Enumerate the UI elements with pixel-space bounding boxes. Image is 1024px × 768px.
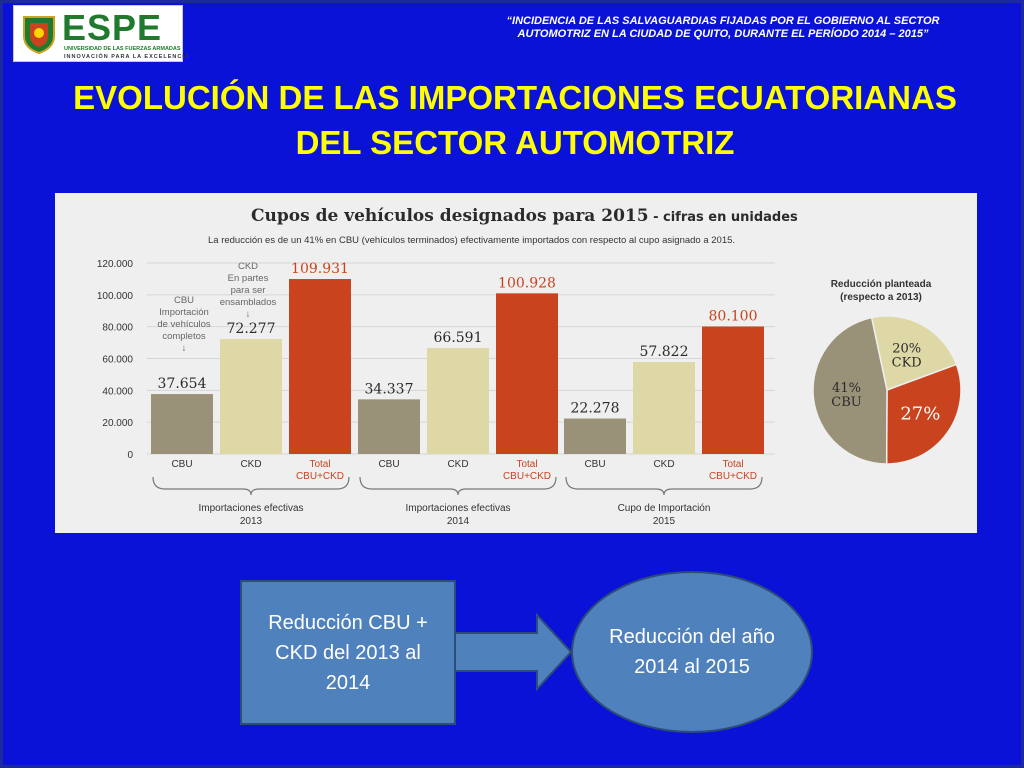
bar-ckd	[427, 348, 489, 454]
group-label-year: 2014	[447, 516, 470, 527]
cbu-annotation: de vehículos	[157, 319, 211, 330]
cbu-annotation: ↓	[182, 343, 187, 354]
pie-slice-category: CBU	[831, 395, 862, 410]
chart-title: Cupos de vehículos designados para 2015 …	[251, 206, 798, 226]
reduction-2014-2015-oval: Reducción del año 2014 al 2015	[571, 571, 813, 733]
x-category-label-line2: CBU+CKD	[296, 471, 344, 482]
group-label: Importaciones efectivas	[198, 503, 303, 514]
bar-total	[496, 293, 558, 454]
bar-cbu	[564, 418, 626, 454]
group-bracket	[565, 476, 763, 496]
reduction-2013-2014-box: Reducción CBU + CKD del 2013 al 2014	[240, 580, 456, 725]
bar-value-label: 80.100	[709, 309, 758, 325]
x-category-label-line2: CBU+CKD	[709, 471, 757, 482]
logo-tagline: INNOVACIÓN PARA LA EXCELENCIA	[64, 54, 190, 60]
ckd-annotation: para ser	[231, 285, 266, 296]
pie-slice-category: CKD	[892, 355, 922, 370]
x-category-label-line2: CBU+CKD	[503, 471, 551, 482]
cbu-annotation: Importación	[159, 307, 209, 318]
bar-total	[702, 326, 764, 454]
group-label: Importaciones efectivas	[405, 503, 510, 514]
bar-cbu	[358, 399, 420, 454]
bar-value-label: 72.277	[227, 321, 276, 337]
university-shield-icon	[23, 16, 55, 54]
bar-value-label: 22.278	[571, 401, 620, 417]
bar-value-label: 34.337	[365, 381, 414, 397]
group-label: Cupo de Importación	[618, 503, 711, 514]
bar-total	[289, 279, 351, 454]
bar-ckd	[220, 338, 282, 454]
right-arrow-icon	[455, 613, 573, 691]
x-category-label: CKD	[447, 459, 468, 470]
group-bracket	[152, 476, 350, 496]
y-tick-label: 40.000	[102, 386, 133, 397]
bar-value-label: 66.591	[434, 330, 483, 346]
y-tick-label: 60.000	[102, 355, 133, 366]
pie-subtitle: (respecto a 2013)	[840, 292, 922, 303]
pie-slice-label: 41%	[832, 381, 861, 396]
bar-value-label: 37.654	[158, 376, 207, 392]
cbu-annotation: CBU	[174, 295, 194, 306]
ckd-annotation: CKD	[238, 261, 258, 272]
bar-ckd	[633, 361, 695, 454]
x-category-label: Total	[516, 459, 537, 470]
slide-title-line2: DEL SECTOR AUTOMOTRIZ	[295, 124, 735, 161]
group-bracket	[359, 476, 557, 496]
bar-value-label: 109.931	[291, 261, 349, 277]
logo-subtitle: UNIVERSIDAD DE LAS FUERZAS ARMADAS	[64, 46, 181, 52]
x-category-label: Total	[309, 459, 330, 470]
thesis-title-line1: “INCIDENCIA DE LAS SALVAGUARDIAS FIJADAS…	[506, 15, 940, 27]
y-tick-label: 0	[127, 450, 133, 461]
x-category-label: CBU	[584, 459, 605, 470]
thesis-title: “INCIDENCIA DE LAS SALVAGUARDIAS FIJADAS…	[423, 15, 1023, 41]
ckd-annotation: ↓	[246, 309, 251, 320]
x-category-label: CBU	[171, 459, 192, 470]
ckd-annotation: ensamblados	[220, 297, 277, 308]
y-tick-label: 120.000	[97, 259, 134, 270]
group-label-year: 2013	[240, 516, 263, 527]
bar-value-label: 100.928	[498, 275, 556, 291]
pie-slice	[885, 363, 962, 465]
pie-slice	[812, 316, 888, 465]
cbu-annotation: completos	[162, 331, 206, 342]
chart-panel: Cupos de vehículos designados para 2015 …	[55, 193, 977, 533]
bar-value-label: 57.822	[640, 344, 689, 360]
chart-subtitle: La reducción es de un 41% en CBU (vehícu…	[208, 235, 735, 246]
slide-title-line1: EVOLUCIÓN DE LAS IMPORTACIONES ECUATORIA…	[73, 79, 957, 116]
x-category-label: CBU	[378, 459, 399, 470]
thesis-title-line2: AUTOMOTRIZ EN LA CIUDAD DE QUITO, DURANT…	[517, 28, 929, 40]
pie-slice-label: 20%	[892, 341, 921, 356]
ckd-annotation: En partes	[228, 273, 269, 284]
x-category-label: Total	[722, 459, 743, 470]
logo-wordmark: ESPE	[62, 7, 163, 48]
y-tick-label: 100.000	[97, 291, 134, 302]
group-label-year: 2015	[653, 516, 676, 527]
espe-logo: ESPE UNIVERSIDAD DE LAS FUERZAS ARMADAS …	[13, 5, 190, 62]
x-category-label: CKD	[240, 459, 261, 470]
chart-figure: Cupos de vehículos designados para 2015 …	[97, 206, 962, 527]
pie-slice-label: 27%	[900, 403, 940, 424]
pie-title: Reducción planteada	[831, 279, 932, 290]
y-tick-label: 80.000	[102, 323, 133, 334]
x-category-label: CKD	[653, 459, 674, 470]
y-tick-label: 20.000	[102, 418, 133, 429]
bar-cbu	[151, 394, 213, 454]
